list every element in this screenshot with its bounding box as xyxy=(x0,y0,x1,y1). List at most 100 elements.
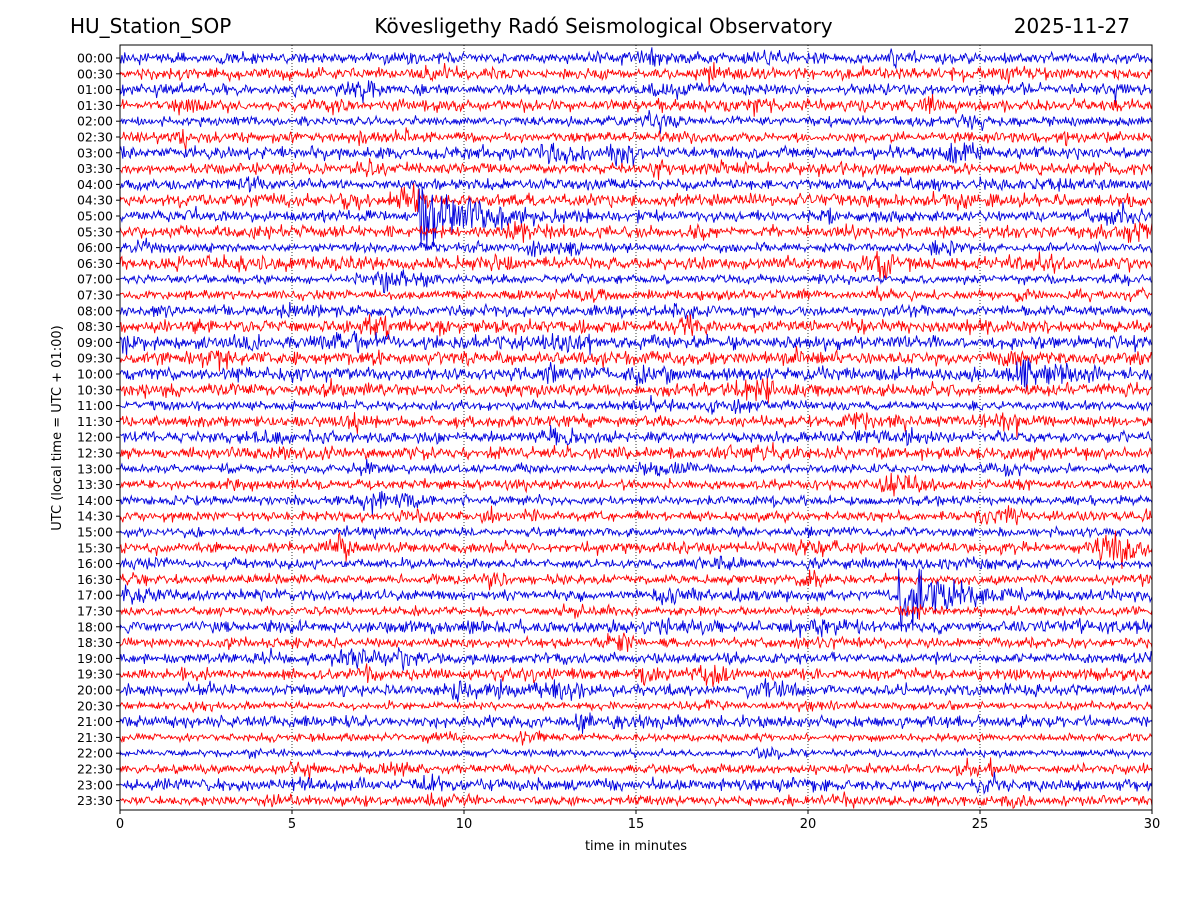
y-tick-label: 10:00 xyxy=(77,367,113,382)
trace-1700 xyxy=(119,568,1153,632)
x-tick-label: 0 xyxy=(116,817,124,832)
trace-0630 xyxy=(119,250,1153,281)
trace-2000 xyxy=(119,678,1153,703)
y-tick-label: 06:30 xyxy=(77,256,113,271)
y-tick-label: 22:00 xyxy=(77,746,113,761)
trace-0730 xyxy=(119,285,1153,303)
x-axis-label: time in minutes xyxy=(585,839,687,854)
x-axis: 0 5 10 15 20 25 30 xyxy=(116,810,1160,832)
trace-0300 xyxy=(119,142,1153,167)
y-tick-label: 02:00 xyxy=(77,114,113,129)
chart-title: Kövesligethy Radó Seismological Observat… xyxy=(374,14,833,38)
x-tick-label: 5 xyxy=(288,817,296,832)
y-tick-label: 14:00 xyxy=(77,493,113,508)
trace-1030 xyxy=(119,377,1153,404)
y-tick-label: 04:30 xyxy=(77,193,113,208)
trace-1430 xyxy=(119,505,1153,526)
trace-1200 xyxy=(119,425,1153,447)
trace-1630 xyxy=(119,569,1153,591)
grid-lines xyxy=(291,45,981,810)
y-tick-label: 07:00 xyxy=(77,272,113,287)
trace-1330 xyxy=(119,472,1153,497)
trace-1000 xyxy=(119,358,1153,392)
trace-1300 xyxy=(119,458,1153,477)
y-tick-label: 02:30 xyxy=(77,130,113,145)
trace-1130 xyxy=(119,412,1153,438)
trace-1830 xyxy=(119,632,1153,653)
y-tick-label: 23:30 xyxy=(77,793,113,808)
trace-0100 xyxy=(119,80,1153,104)
trace-1400 xyxy=(119,490,1153,516)
x-tick-label: 25 xyxy=(972,817,989,832)
y-tick-label: 18:00 xyxy=(77,619,113,634)
x-tick-label: 10 xyxy=(456,817,473,832)
y-tick-label: 20:00 xyxy=(77,683,113,698)
y-tick-label: 13:30 xyxy=(77,477,113,492)
trace-0430 xyxy=(119,183,1153,212)
y-tick-label: 17:00 xyxy=(77,588,113,603)
y-tick-label: 21:30 xyxy=(77,730,113,745)
trace-0530 xyxy=(119,220,1153,243)
y-tick-label: 00:30 xyxy=(77,66,113,81)
y-tick-label: 18:30 xyxy=(77,635,113,650)
y-tick-label: 06:00 xyxy=(77,240,113,255)
trace-0030 xyxy=(119,62,1153,87)
y-tick-label: 12:00 xyxy=(77,430,113,445)
y-axis: 00:0000:3001:0001:3002:0002:3003:0003:30… xyxy=(77,51,120,808)
x-tick-label: 30 xyxy=(1144,817,1161,832)
y-tick-label: 05:00 xyxy=(77,209,113,224)
trace-0900 xyxy=(119,330,1153,357)
y-tick-label: 05:30 xyxy=(77,224,113,239)
y-axis-label: UTC (local time = UTC + 01:00) xyxy=(50,325,65,530)
trace-1530 xyxy=(119,530,1153,569)
trace-0800 xyxy=(119,301,1153,320)
y-tick-label: 19:00 xyxy=(77,651,113,666)
y-tick-label: 16:00 xyxy=(77,556,113,571)
trace-2130 xyxy=(119,730,1153,746)
x-tick-label: 20 xyxy=(800,817,817,832)
station-label: HU_Station_SOP xyxy=(70,14,232,38)
trace-0930 xyxy=(119,346,1153,372)
chart-date: 2025-11-27 xyxy=(1013,14,1130,38)
y-tick-label: 08:00 xyxy=(77,303,113,318)
y-tick-label: 01:30 xyxy=(77,98,113,113)
trace-2330 xyxy=(119,791,1153,809)
y-tick-label: 08:30 xyxy=(77,319,113,334)
trace-0400 xyxy=(119,175,1153,193)
y-tick-label: 09:30 xyxy=(77,351,113,366)
y-tick-label: 15:00 xyxy=(77,525,113,540)
y-tick-label: 23:00 xyxy=(77,777,113,792)
trace-1800 xyxy=(119,617,1153,638)
y-tick-label: 20:30 xyxy=(77,698,113,713)
trace-2230 xyxy=(119,757,1153,780)
trace-0330 xyxy=(119,158,1153,181)
y-tick-label: 04:00 xyxy=(77,177,113,192)
trace-2300 xyxy=(119,771,1153,795)
trace-0130 xyxy=(119,93,1153,117)
trace-2100 xyxy=(119,712,1153,734)
y-tick-label: 16:30 xyxy=(77,572,113,587)
y-tick-label: 10:30 xyxy=(77,382,113,397)
trace-1100 xyxy=(119,394,1153,415)
trace-0700 xyxy=(119,269,1153,294)
y-tick-label: 17:30 xyxy=(77,604,113,619)
y-tick-label: 03:00 xyxy=(77,145,113,160)
trace-1900 xyxy=(119,647,1153,671)
trace-0500 xyxy=(119,188,1153,249)
trace-1930 xyxy=(119,663,1153,687)
y-tick-label: 00:00 xyxy=(77,51,113,66)
trace-1600 xyxy=(119,555,1153,571)
trace-1230 xyxy=(119,442,1153,462)
trace-1730 xyxy=(119,603,1153,620)
y-tick-label: 11:30 xyxy=(77,414,113,429)
y-tick-label: 21:00 xyxy=(77,714,113,729)
trace-0830 xyxy=(120,314,1153,340)
y-tick-label: 15:30 xyxy=(77,540,113,555)
trace-0230 xyxy=(119,127,1153,151)
y-tick-label: 03:30 xyxy=(77,161,113,176)
x-tick-label: 15 xyxy=(628,817,645,832)
y-tick-label: 22:30 xyxy=(77,762,113,777)
trace-2030 xyxy=(119,698,1153,714)
seismic-traces xyxy=(119,47,1153,809)
